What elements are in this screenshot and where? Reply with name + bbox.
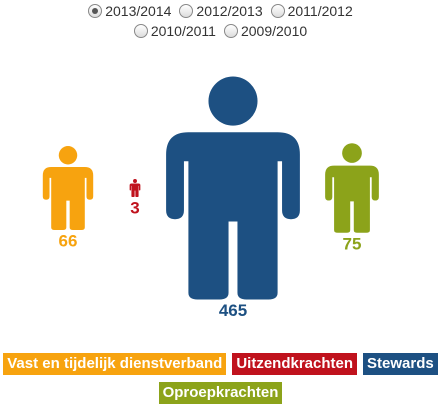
legend-item: Vast en tijdelijk dienstverband <box>3 353 227 375</box>
person-icon <box>166 76 300 300</box>
period-option[interactable]: 2009/2010 <box>223 23 308 39</box>
legend-item: Stewards <box>363 353 438 375</box>
icon-body <box>42 166 94 231</box>
value-label: 3 <box>130 198 139 217</box>
radio-button[interactable] <box>133 24 148 38</box>
person-icon <box>129 179 141 197</box>
period-selector: 2013/2014 2012/2013 2011/2012 2010/2011 2009… <box>0 3 441 39</box>
radio-button[interactable] <box>179 4 194 18</box>
period-option[interactable]: 2011/2012 <box>270 3 353 19</box>
period-label: 2013/2014 <box>105 3 172 19</box>
legend-item: Oproepkrachten <box>158 382 283 404</box>
icon-body <box>129 183 141 197</box>
period-label: 2012/2013 <box>196 3 263 19</box>
icon-head <box>208 76 258 126</box>
period-label: 2011/2012 <box>287 3 353 19</box>
value-label: 465 <box>219 301 247 320</box>
person-icon <box>325 143 379 233</box>
period-option[interactable]: 2010/2011 <box>133 23 216 39</box>
period-label: 2009/2010 <box>240 23 308 39</box>
icon-body <box>325 165 379 233</box>
value-label: 75 <box>343 234 362 253</box>
icon-head <box>342 143 362 163</box>
value-label: 66 <box>59 231 78 250</box>
radio-button[interactable] <box>270 4 285 18</box>
icon-head <box>58 145 78 165</box>
pictogram-chart: 66 3 465 75 <box>42 76 379 320</box>
icon-head <box>133 179 137 183</box>
period-option[interactable]: 2013/2014 <box>88 3 171 19</box>
radio-button[interactable] <box>223 24 238 38</box>
legend: Vast en tijdelijk dienstverband Uitzendkr… <box>0 353 441 404</box>
icon-body <box>166 132 300 300</box>
radio-button[interactable] <box>88 4 103 18</box>
period-label: 2010/2011 <box>150 23 216 39</box>
period-option[interactable]: 2012/2013 <box>179 3 263 19</box>
person-icon <box>42 145 94 231</box>
legend-item: Uitzendkrachten <box>232 353 358 375</box>
